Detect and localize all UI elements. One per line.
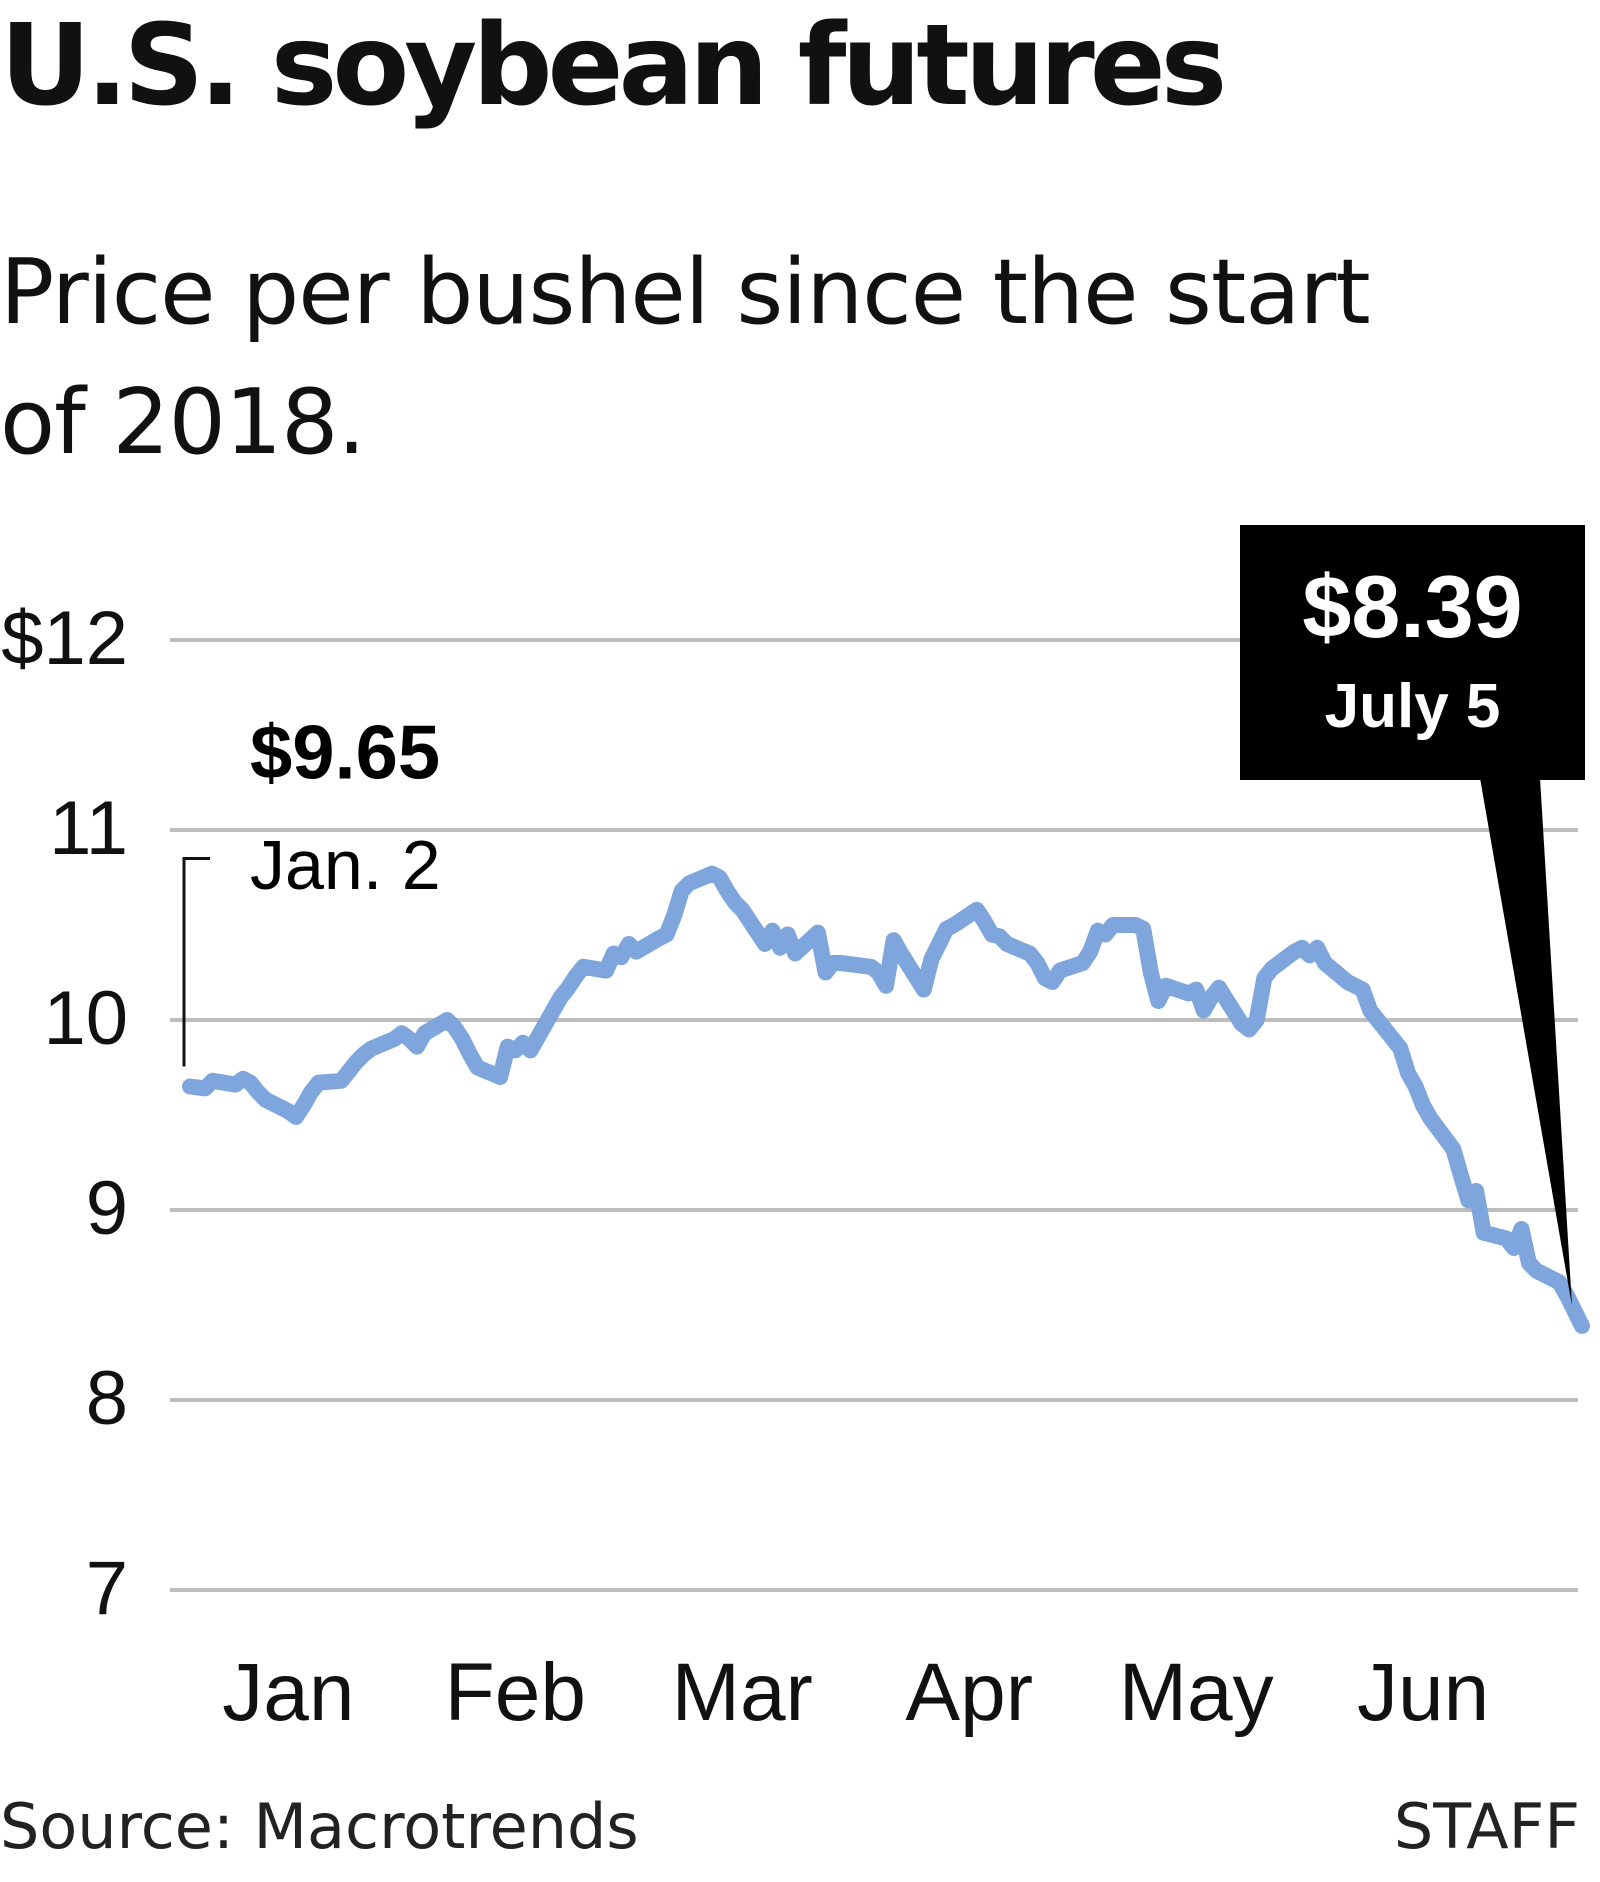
- y-tick-label: $12: [1, 596, 128, 681]
- source-note: Source: Macrotrends: [0, 1790, 639, 1863]
- x-tick-label: Feb: [445, 1647, 586, 1738]
- x-tick-label: Apr: [905, 1647, 1033, 1738]
- y-tick-label: 8: [86, 1356, 128, 1441]
- start-annotation-value: $9.65: [250, 711, 440, 796]
- x-tick-label: Jun: [1357, 1647, 1489, 1738]
- x-tick-label: Mar: [672, 1647, 813, 1738]
- chart-subtitle: Price per bushel since the start of 2018…: [0, 240, 1371, 475]
- y-tick-label: 7: [86, 1546, 128, 1631]
- start-annotation-bracket: [182, 857, 210, 1067]
- start-annotation-date: Jan. 2: [250, 826, 441, 904]
- end-annotation-value: $8.39: [1302, 557, 1522, 656]
- price-line-series: [182, 865, 1590, 1334]
- x-tick-label: May: [1119, 1647, 1274, 1738]
- end-annotation-date: July 5: [1325, 672, 1501, 741]
- chart-title: U.S. soybean futures: [0, 1, 1227, 131]
- y-tick-label: 11: [49, 786, 128, 871]
- y-axis-ticks: 7 8 9 10 11 $12: [1, 596, 128, 1631]
- y-tick-label: 9: [86, 1166, 128, 1251]
- end-callout-box: [1240, 525, 1585, 780]
- credit-note: STAFF: [1393, 1790, 1580, 1863]
- y-tick-label: 10: [43, 976, 128, 1061]
- end-callout: $8.39 July 5: [1240, 525, 1585, 1306]
- end-callout-pointer: [1480, 778, 1572, 1306]
- x-axis-ticks: Jan Feb Mar Apr May Jun: [222, 1647, 1489, 1738]
- x-tick-label: Jan: [222, 1647, 354, 1738]
